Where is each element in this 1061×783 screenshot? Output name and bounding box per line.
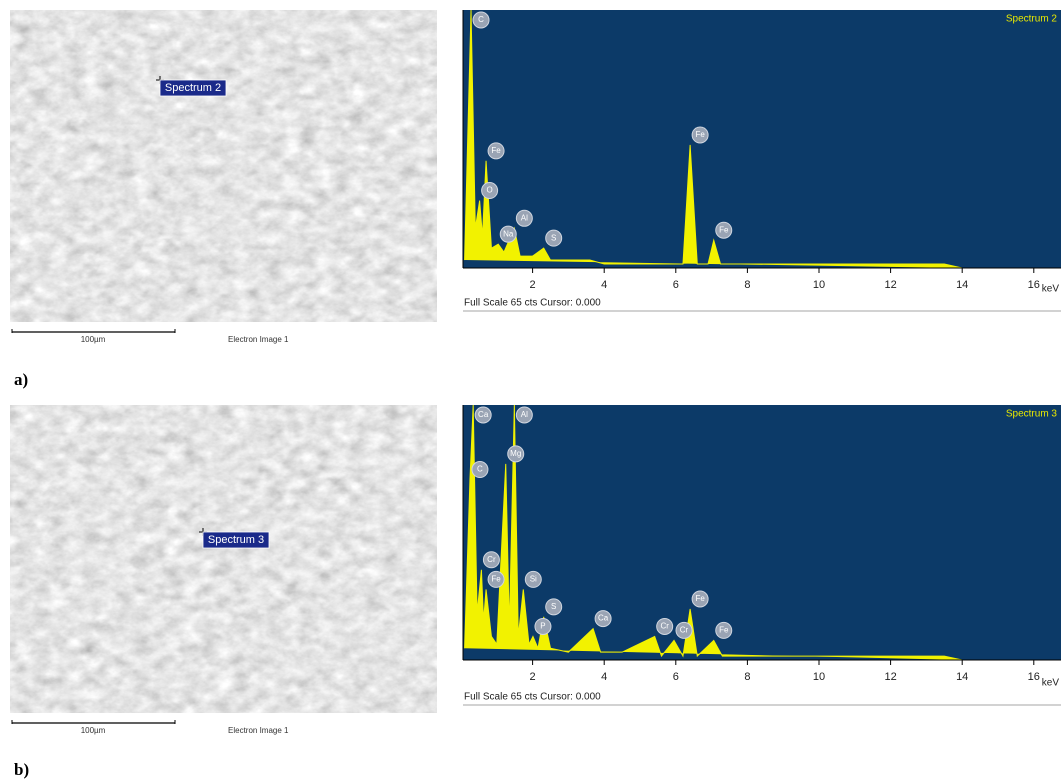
peak-label: Fe xyxy=(719,625,729,634)
sem-image xyxy=(10,10,437,322)
panel-label: b) xyxy=(14,760,29,779)
x-tick-label: 14 xyxy=(956,279,968,291)
peak-label: Fe xyxy=(719,225,729,234)
peak-label: Cr xyxy=(680,625,689,634)
peak-marker xyxy=(472,11,490,29)
peak-label: C xyxy=(478,15,484,24)
peak-marker xyxy=(715,621,733,639)
x-tick-label: 2 xyxy=(530,279,536,291)
x-tick-label: 6 xyxy=(673,671,679,683)
peak-label: Si xyxy=(530,574,537,583)
image-caption: Electron Image 1 xyxy=(228,726,289,735)
spectrum-title: Spectrum 3 xyxy=(1006,409,1058,420)
peak-label: C xyxy=(477,465,483,474)
peak-label: P xyxy=(540,622,545,631)
footer: Full Scale 65 cts Cursor: 0.000 xyxy=(464,298,601,309)
sem-image xyxy=(10,405,437,713)
spectrum-label: Spectrum 3 xyxy=(208,534,264,546)
peak-marker xyxy=(691,126,709,144)
x-axis-label: keV xyxy=(1042,284,1060,295)
peak-marker xyxy=(675,621,693,639)
spectrum-area xyxy=(464,9,963,269)
peak-label: O xyxy=(486,186,492,195)
peak-label: Al xyxy=(521,410,528,419)
peak-label: Fe xyxy=(491,574,501,583)
plot-background xyxy=(463,10,1061,268)
peak-marker xyxy=(499,225,517,243)
peak-marker xyxy=(715,221,733,239)
peak-marker xyxy=(471,461,489,479)
spectrum-label-box xyxy=(202,531,270,549)
scale-label: 100µm xyxy=(81,726,106,735)
spectrum-area xyxy=(464,404,963,661)
peak-label: Cr xyxy=(660,622,669,631)
peak-marker xyxy=(524,570,542,588)
x-tick-label: 4 xyxy=(601,279,607,291)
x-tick-label: 16 xyxy=(1028,671,1040,683)
peak-marker xyxy=(482,551,500,569)
peak-label: Mg xyxy=(510,449,521,458)
peak-label: Fe xyxy=(695,594,705,603)
x-tick-label: 8 xyxy=(744,279,750,291)
x-tick-label: 10 xyxy=(813,671,825,683)
peak-label: Ca xyxy=(478,410,489,419)
peak-marker xyxy=(691,590,709,608)
peak-marker xyxy=(515,209,533,227)
peak-label: S xyxy=(551,602,556,611)
peak-marker xyxy=(534,617,552,635)
x-tick-label: 4 xyxy=(601,671,607,683)
peak-marker xyxy=(481,182,499,200)
spectrum-title: Spectrum 2 xyxy=(1006,14,1058,25)
peak-label: Na xyxy=(503,229,514,238)
peak-label: Al xyxy=(521,213,528,222)
spectrum-label-box xyxy=(159,79,227,97)
x-tick-label: 6 xyxy=(673,279,679,291)
peak-marker xyxy=(545,598,563,616)
peak-label: Ca xyxy=(598,614,609,623)
scale-label: 100µm xyxy=(81,335,106,344)
x-tick-label: 16 xyxy=(1028,279,1040,291)
x-tick-label: 2 xyxy=(530,671,536,683)
peak-marker xyxy=(487,142,505,160)
x-axis-label: keV xyxy=(1042,678,1060,689)
peak-marker xyxy=(545,229,563,247)
plot-background xyxy=(463,405,1061,660)
x-tick-label: 8 xyxy=(744,671,750,683)
peak-marker xyxy=(474,406,492,424)
peak-marker xyxy=(594,610,612,628)
footer: Full Scale 65 cts Cursor: 0.000 xyxy=(464,692,601,703)
x-tick-label: 10 xyxy=(813,279,825,291)
panel-label: a) xyxy=(14,370,28,389)
peak-marker xyxy=(507,445,525,463)
x-tick-label: 12 xyxy=(884,671,896,683)
peak-label: Fe xyxy=(695,130,705,139)
peak-marker xyxy=(656,617,674,635)
peak-marker xyxy=(515,406,533,424)
x-tick-label: 14 xyxy=(956,671,968,683)
image-caption: Electron Image 1 xyxy=(228,335,289,344)
peak-label: Fe xyxy=(491,146,501,155)
peak-label: Cr xyxy=(487,555,496,564)
peak-label: S xyxy=(551,233,556,242)
spectrum-label: Spectrum 2 xyxy=(165,82,221,94)
x-tick-label: 12 xyxy=(884,279,896,291)
peak-marker xyxy=(487,570,505,588)
